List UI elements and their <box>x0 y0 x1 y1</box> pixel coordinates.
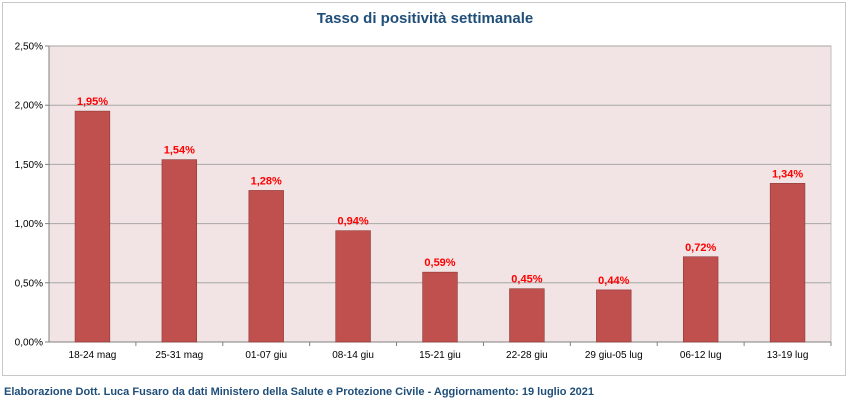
data-label: 1,95% <box>77 96 108 108</box>
y-tick-label: 2,00% <box>15 101 43 112</box>
bar <box>509 288 545 343</box>
data-label: 0,45% <box>511 274 542 286</box>
data-label: 1,28% <box>251 175 282 187</box>
x-tick-label: 06-12 lug <box>680 350 722 361</box>
y-tick-label: 1,00% <box>15 219 43 230</box>
bar <box>682 256 719 343</box>
data-labels: 1,95% 1,54% 1,28% 0,94% 0,59% 0,45% 0,44% 0,72%… <box>77 96 804 287</box>
bars <box>74 110 806 343</box>
y-axis-ticks: 0,00% 0,50% 1,00% 1,50% 2,00% 2,50% <box>15 42 43 349</box>
bar <box>335 230 371 343</box>
bar-chart: 0,00% 0,50% 1,00% 1,50% 2,00% 2,50% 18-24 mag… <box>15 42 832 361</box>
chart-title: Tasso di positività settimanale <box>316 10 534 27</box>
y-tick-label: 2,50% <box>15 42 43 53</box>
data-label: 0,44% <box>598 275 629 287</box>
bar <box>769 183 806 343</box>
x-tick-label: 25-31 mag <box>155 350 203 361</box>
bar <box>161 159 198 343</box>
x-tick-label: 01-07 giu <box>245 350 287 361</box>
x-axis-ticks: 18-24 mag 25-31 mag 01-07 giu 08-14 giu 15-2… <box>69 350 809 361</box>
footer-note: Elaborazione Dott. Luca Fusaro da dati M… <box>4 386 595 398</box>
y-tick-label: 1,50% <box>15 160 43 171</box>
data-label: 0,72% <box>685 242 716 254</box>
data-label: 0,59% <box>424 257 455 269</box>
x-tick-label: 18-24 mag <box>69 350 117 361</box>
x-tick-label: 08-14 giu <box>332 350 374 361</box>
bar <box>422 271 458 343</box>
data-label: 0,94% <box>338 216 369 228</box>
data-label: 1,34% <box>772 168 803 180</box>
x-tick-label: 29 giu-05 lug <box>585 350 643 361</box>
y-tick-label: 0,00% <box>15 338 43 349</box>
x-tick-label: 15-21 giu <box>419 350 461 361</box>
bar <box>74 110 111 343</box>
y-tick-label: 0,50% <box>15 278 43 289</box>
x-tick-label: 13-19 lug <box>767 350 809 361</box>
data-label: 1,54% <box>164 145 195 157</box>
bar <box>248 190 284 343</box>
bar <box>596 289 632 343</box>
x-tick-label: 22-28 giu <box>506 350 548 361</box>
